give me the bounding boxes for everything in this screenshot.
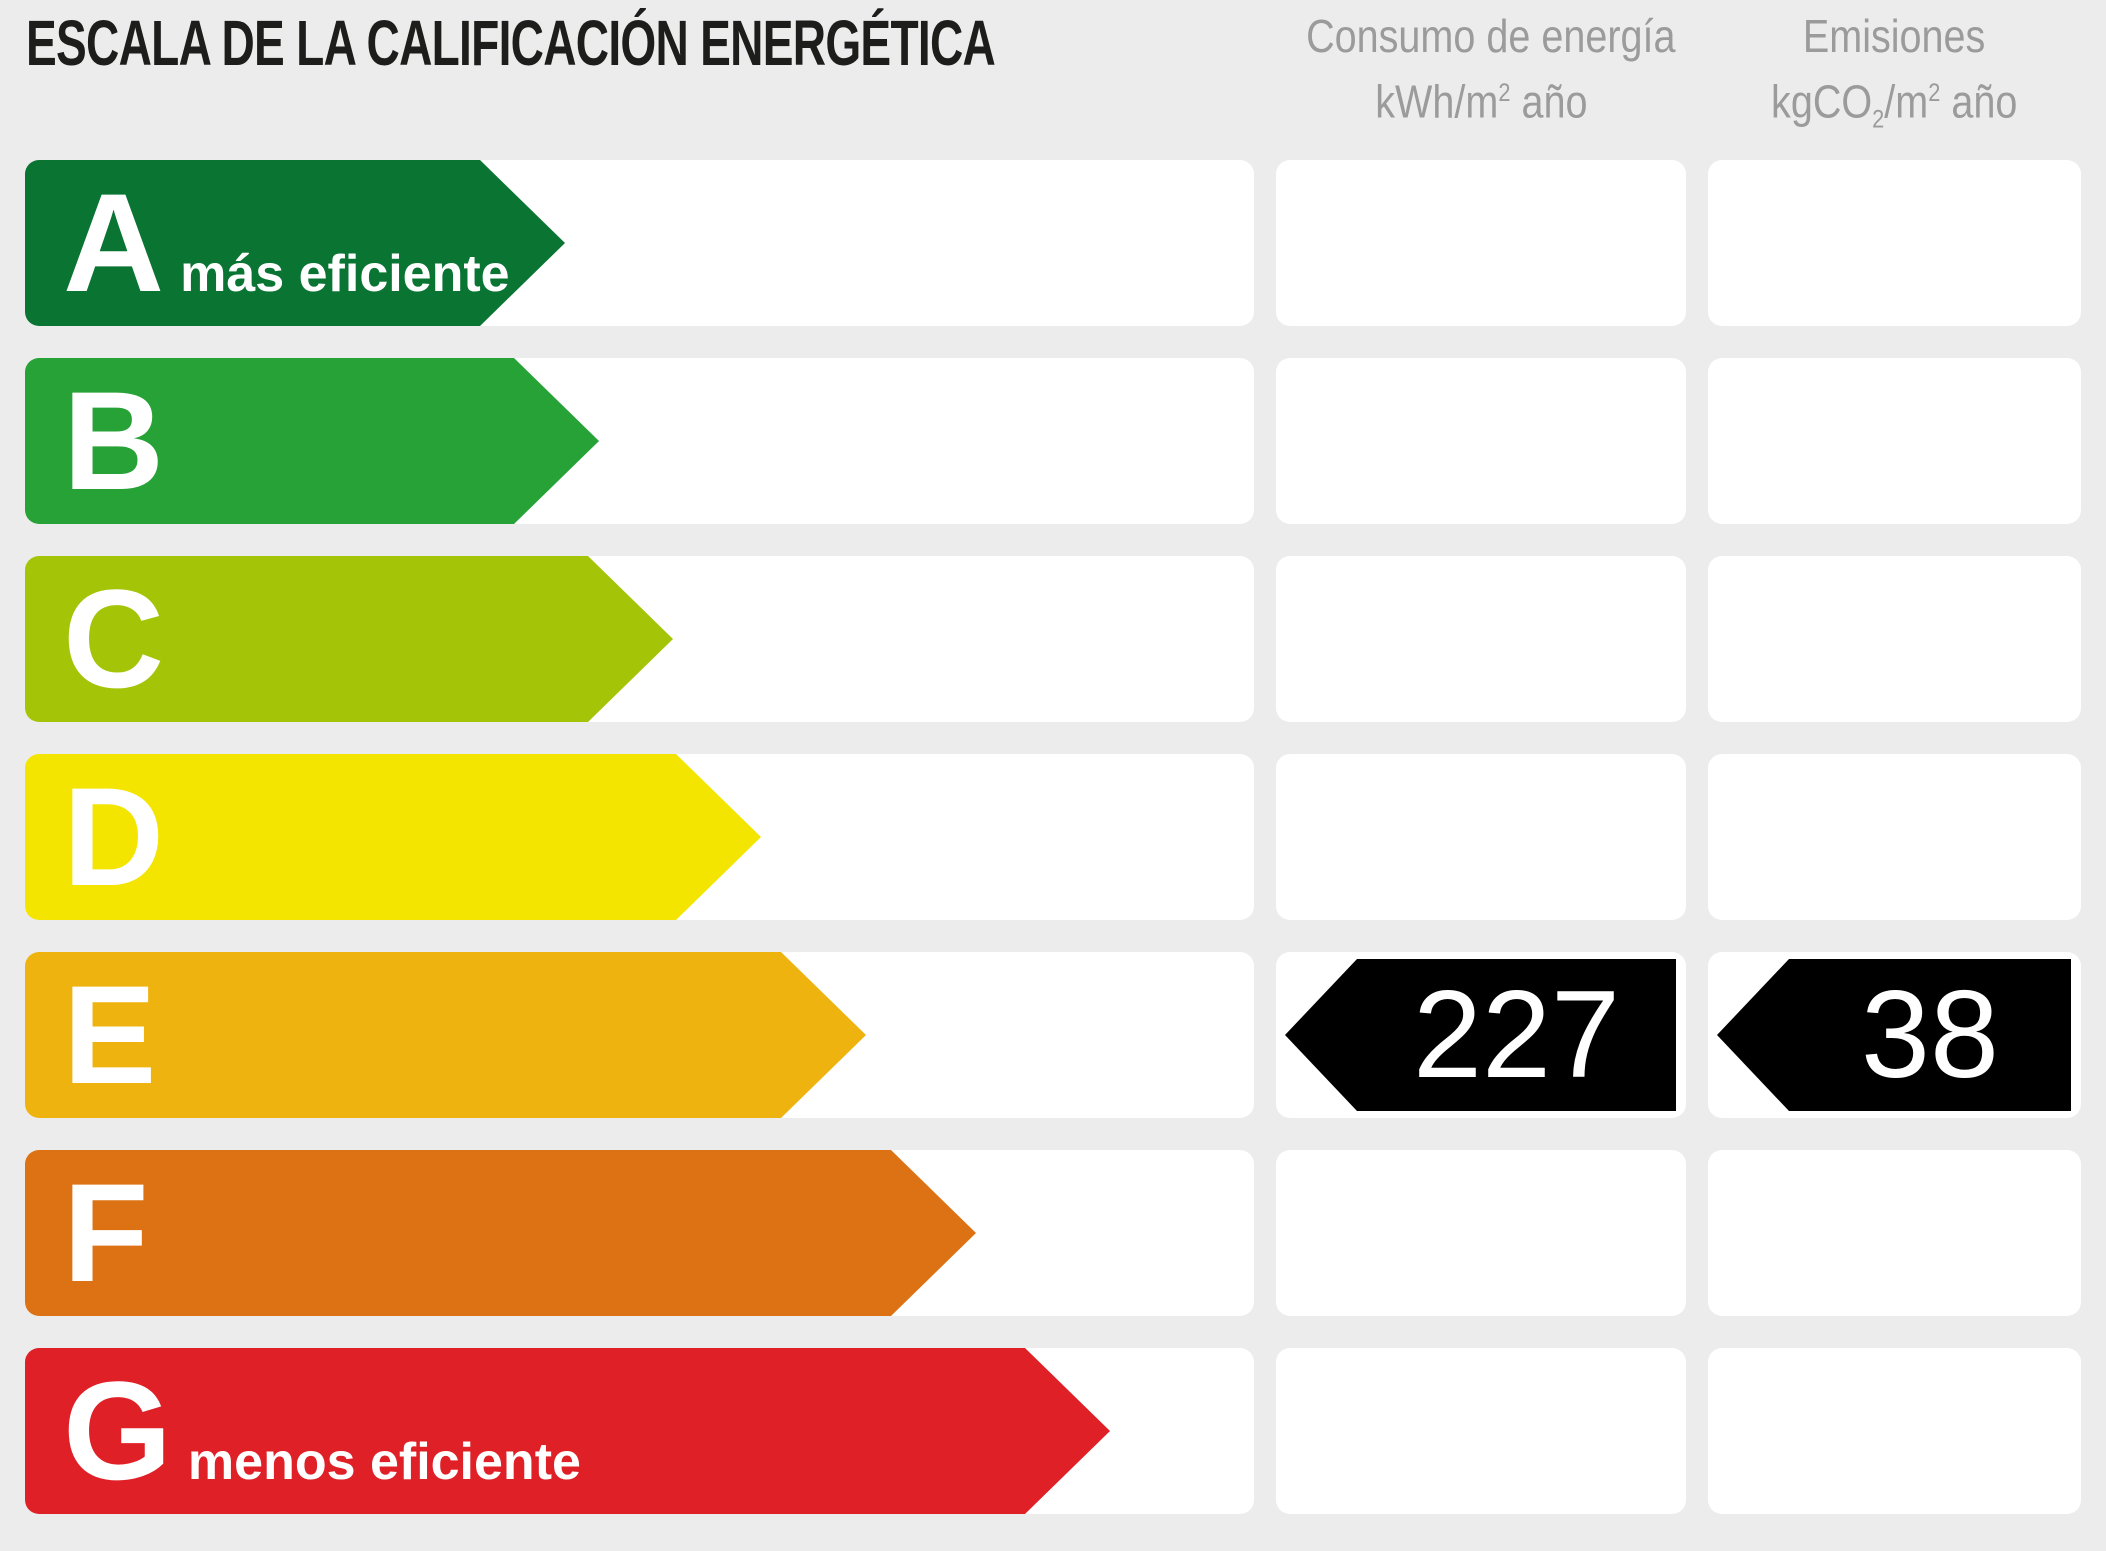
grade-letter: F [63,1154,149,1311]
rating-row-f: F [0,1150,2106,1316]
energy-cell-f [1276,1150,1686,1316]
rating-bar-d-body [25,754,676,920]
rating-bar-e: E [25,952,866,1118]
rating-bar-f-body [25,1150,891,1316]
emissions-cell-f [1708,1150,2081,1316]
rating-bar-c: C [25,556,673,722]
rating-bar-f: F [25,1150,976,1316]
emissions-cell-e: 38 [1708,952,2081,1118]
rating-bar-f-tip-icon [891,1150,976,1316]
energy-column-header-line1: Consumo de energía [1306,10,1676,62]
emissions-cell-b [1708,358,2081,524]
grade-letter: C [63,560,165,717]
emissions-value: 38 [1861,966,1999,1104]
rating-bar-b: B [25,358,599,524]
emissions-cell-c [1708,556,2081,722]
energy-cell-e: 227 [1276,952,1686,1118]
rating-bar-a-body [25,160,480,326]
page-title-text: ESCALA DE LA CALIFICACIÓN ENERGÉTICA [26,7,996,79]
emissions-column-header-line1: Emisiones [1803,10,1986,62]
scale-cell-d: D [25,754,1254,920]
energy-cell-g [1276,1348,1686,1514]
rating-bar-c-tip-icon [588,556,673,722]
emissions-column-header-unit: kgCO2/m2 año [1771,75,2018,134]
rating-bar-e-body [25,952,781,1118]
rating-row-a: A más eficiente [0,160,2106,326]
scale-cell-e: E [25,952,1254,1118]
scale-cell-c: C [25,556,1254,722]
scale-cell-f: F [25,1150,1254,1316]
energy-value: 227 [1413,966,1620,1104]
grade-letter: A [63,164,165,321]
scale-cell-b: B [25,358,1254,524]
grade-letter: B [63,362,165,519]
emissions-cell-g [1708,1348,2081,1514]
rating-bar-g: G menos eficiente [25,1348,1110,1514]
rating-row-d: D [0,754,2106,920]
rating-bar-g-body [25,1348,1025,1514]
emissions-column-header: Emisiones kgCO2/m2 año [1708,8,2081,149]
rating-bar-d-text: D [63,754,164,920]
efficiency-label: más eficiente [180,245,510,303]
energy-cell-c [1276,556,1686,722]
rating-bar-e-text: E [63,952,156,1118]
emissions-cell-a [1708,160,2081,326]
rating-bar-a: A más eficiente [25,160,565,326]
grade-letter: D [63,758,165,915]
rating-row-e: E 227 38 [0,952,2106,1118]
grade-letter: G [63,1352,172,1509]
page-title: ESCALA DE LA CALIFICACIÓN ENERGÉTICA [26,6,1372,80]
emissions-cell-d [1708,754,2081,920]
rating-bar-g-tip-icon [1025,1348,1110,1514]
scale-cell-a: A más eficiente [25,160,1254,326]
rating-bar-f-text: F [63,1150,149,1316]
scale-cell-g: G menos eficiente [25,1348,1254,1514]
rating-bar-c-body [25,556,588,722]
rating-row-c: C [0,556,2106,722]
energy-column-header-unit: kWh/m2 año [1374,75,1588,128]
efficiency-label: menos eficiente [187,1433,581,1491]
energy-cell-d [1276,754,1686,920]
rating-bar-d-tip-icon [676,754,761,920]
rating-row-g: G menos eficiente [0,1348,2106,1514]
energy-cell-b [1276,358,1686,524]
rating-bar-a-text: A más eficiente [63,160,510,326]
rating-bar-c-text: C [63,556,164,722]
rating-bar-d: D [25,754,761,920]
rating-bar-b-body [25,358,514,524]
energy-column-header: Consumo de energía kWh/m2 año [1276,8,1686,130]
rating-row-b: B [0,358,2106,524]
energy-cell-a [1276,160,1686,326]
emissions-value-marker: 38 [1717,959,2071,1111]
energy-value-marker: 227 [1285,959,1676,1111]
rating-bar-e-tip-icon [781,952,866,1118]
rating-bar-b-text: B [63,358,164,524]
rating-bar-b-tip-icon [514,358,599,524]
grade-letter: E [63,956,157,1113]
rating-bar-g-text: G menos eficiente [63,1348,581,1514]
